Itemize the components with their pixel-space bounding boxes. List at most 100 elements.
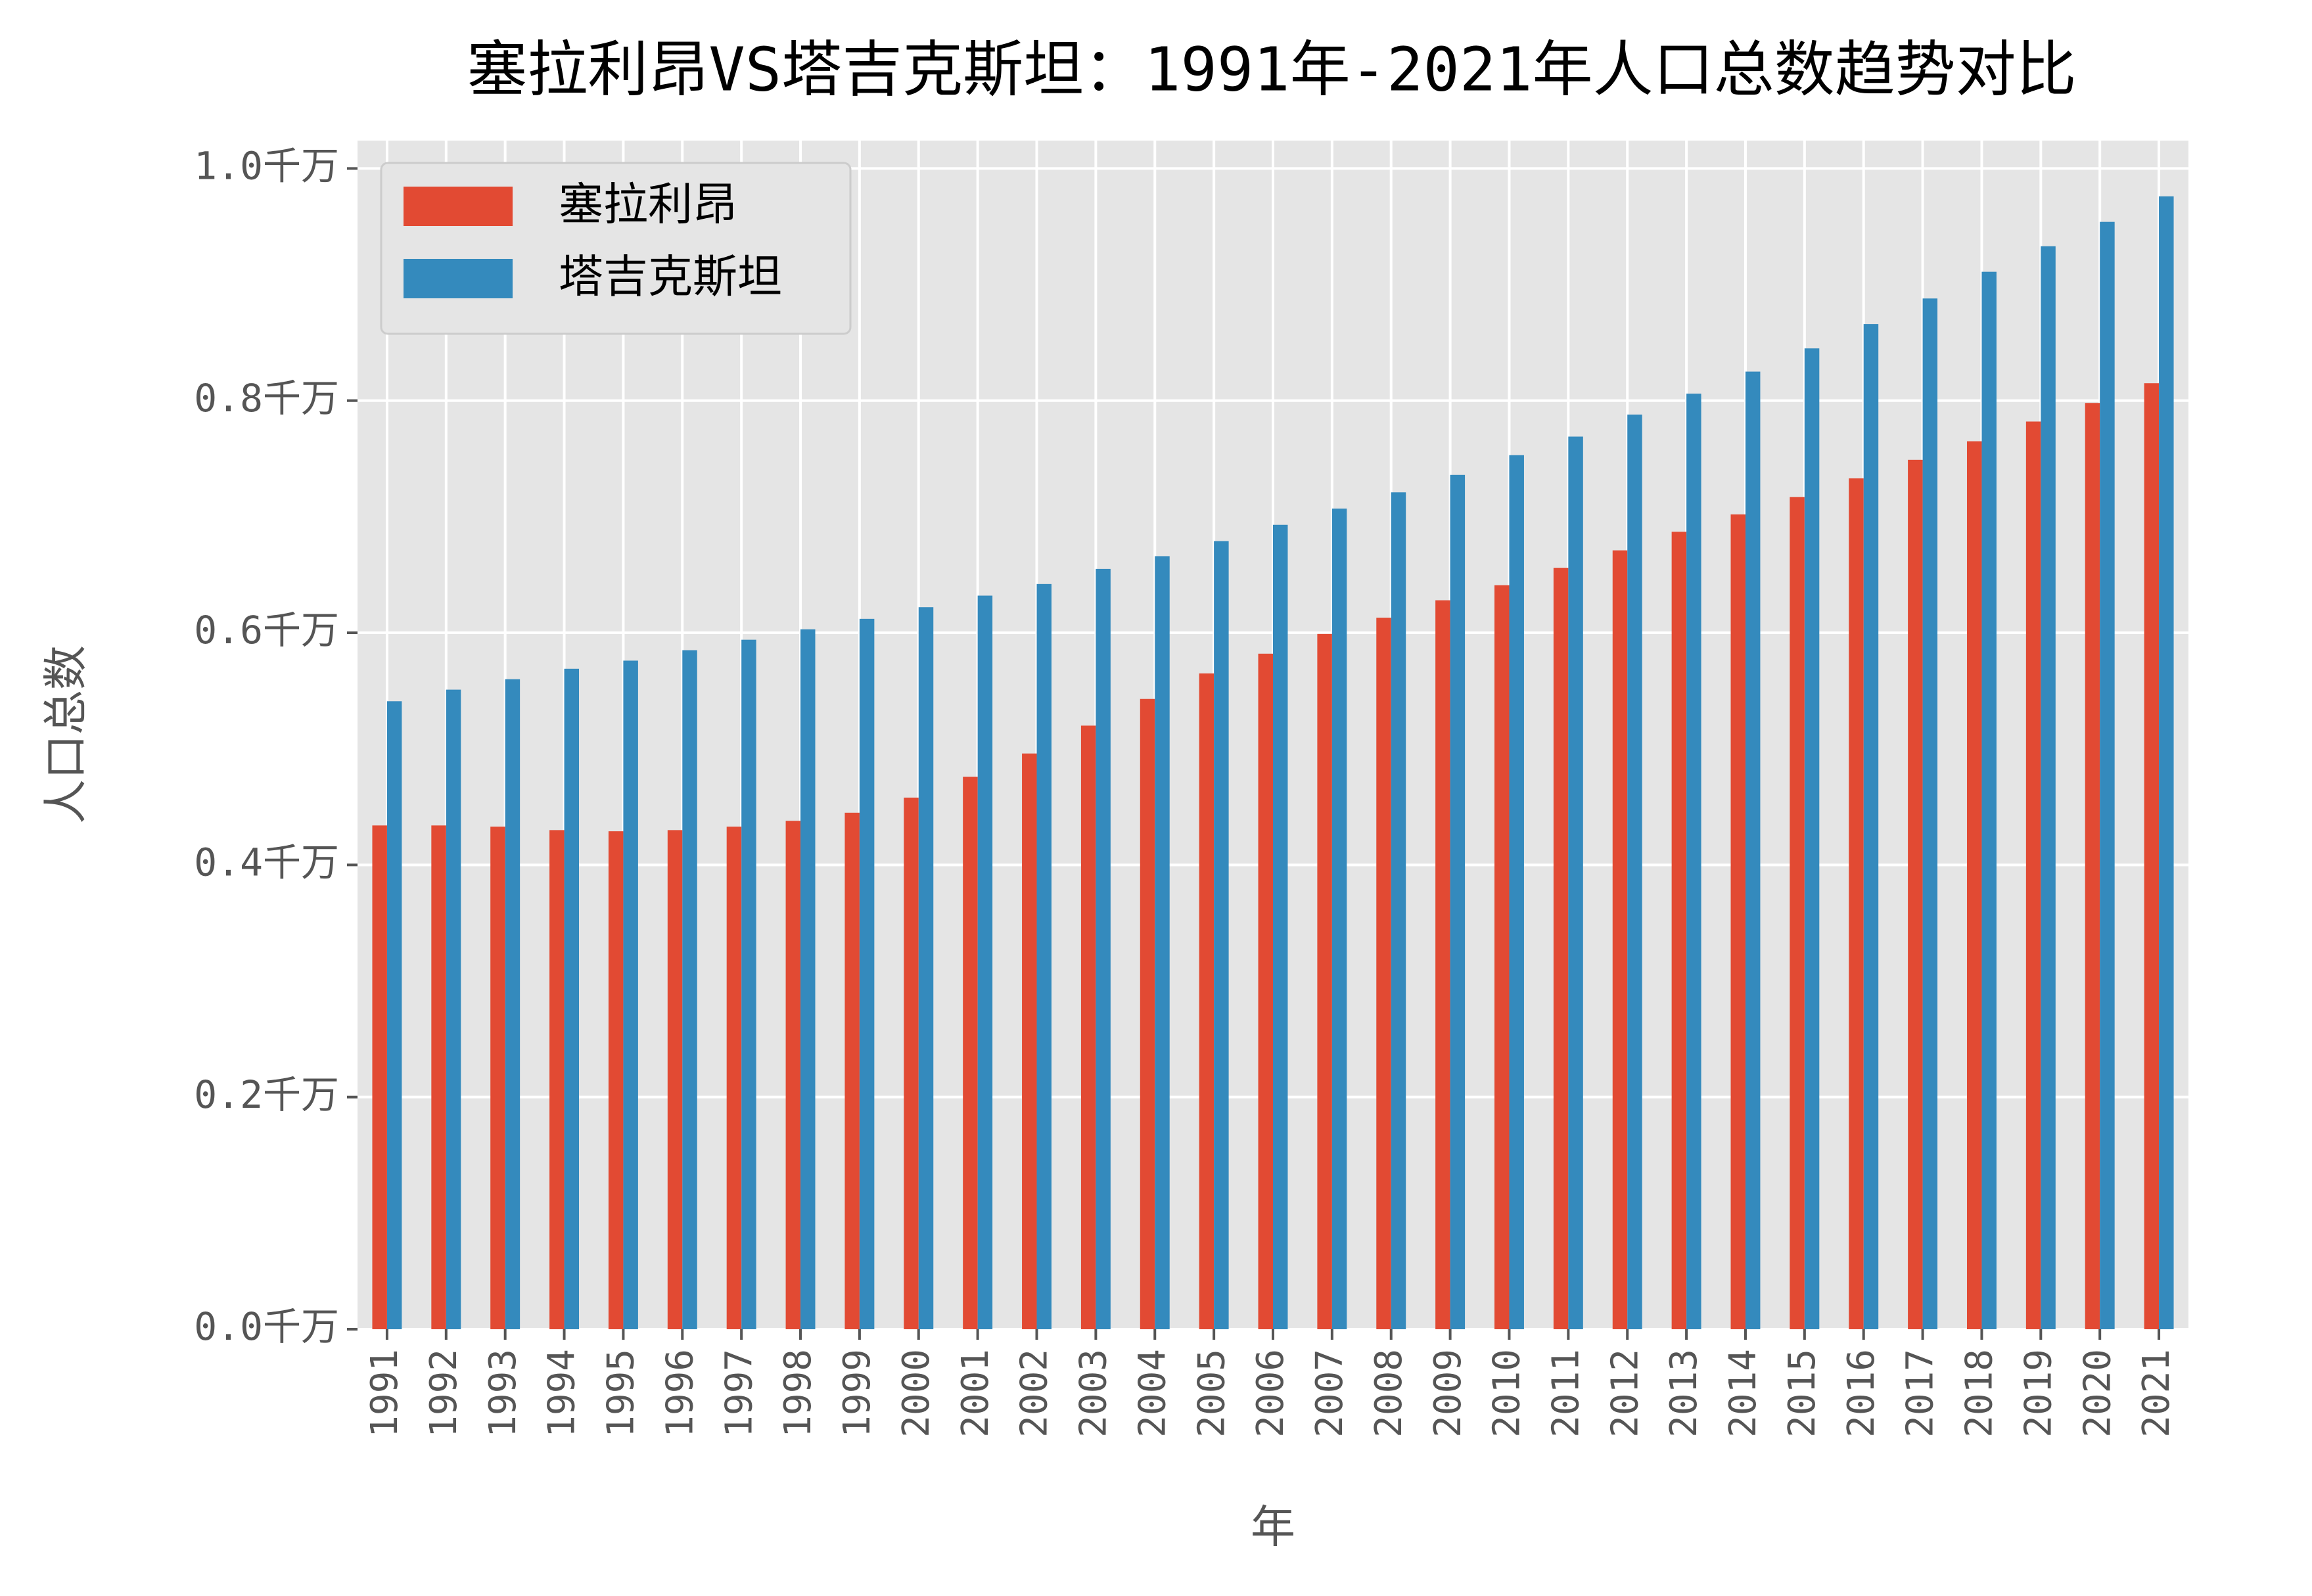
bar: [2041, 246, 2056, 1329]
x-tick-label: 2019: [2017, 1349, 2060, 1438]
bar: [1155, 556, 1170, 1329]
y-tick-label: 0.8千万: [194, 376, 339, 421]
bar: [1908, 459, 1923, 1329]
y-tick-label: 0.6千万: [194, 608, 339, 652]
x-tick-label: 1992: [423, 1349, 465, 1438]
bar: [490, 827, 505, 1329]
x-tick-label: 2020: [2076, 1349, 2119, 1438]
bar: [1568, 436, 1583, 1329]
bar: [372, 825, 387, 1329]
legend-label: 塞拉利昂: [559, 179, 737, 231]
bar: [1922, 298, 1938, 1329]
bar: [2025, 421, 2041, 1329]
bar: [386, 701, 402, 1329]
x-tick-label: 1997: [718, 1349, 760, 1438]
x-tick-label: 2009: [1427, 1349, 1469, 1438]
bar: [1080, 725, 1096, 1329]
x-tick-label: 2006: [1249, 1349, 1292, 1438]
x-tick-label: 2015: [1781, 1349, 1824, 1438]
x-tick-label: 2000: [895, 1349, 938, 1438]
legend-label: 塔吉克斯坦: [559, 252, 782, 304]
bar: [800, 629, 816, 1329]
bar: [1036, 583, 1052, 1329]
chart-title: 塞拉利昂VS塔吉克斯坦：1991年-2021年人口总数趋势对比: [467, 34, 2076, 104]
x-tick-label: 2013: [1663, 1349, 1705, 1438]
x-tick-label: 2012: [1604, 1349, 1646, 1438]
bar: [1730, 514, 1746, 1329]
bar: [1317, 633, 1332, 1329]
legend-swatch: [404, 187, 513, 226]
bar: [1863, 324, 1879, 1329]
x-tick-label: 2007: [1308, 1349, 1351, 1438]
bar: [1745, 371, 1761, 1329]
bar: [918, 607, 934, 1329]
bar: [1435, 600, 1450, 1329]
y-tick-label: 0.4千万: [194, 840, 339, 884]
bar: [904, 797, 919, 1329]
x-tick-label: 1996: [659, 1349, 701, 1438]
bar: [785, 821, 801, 1329]
x-tick-label: 1999: [836, 1349, 879, 1438]
bar: [1671, 532, 1687, 1329]
x-tick-label: 2004: [1131, 1349, 1174, 1438]
bar: [1494, 585, 1510, 1329]
x-tick-label: 2001: [954, 1349, 997, 1438]
y-tick-label: 0.2千万: [194, 1072, 339, 1117]
bar: [1273, 524, 1288, 1329]
x-tick-label: 2014: [1722, 1349, 1765, 1438]
x-tick-label: 1995: [600, 1349, 643, 1438]
bar: [1391, 492, 1406, 1329]
x-tick-label: 2003: [1073, 1349, 1115, 1438]
x-tick-label: 1994: [541, 1349, 584, 1438]
bar: [1450, 474, 1466, 1329]
bar: [1849, 478, 1864, 1329]
y-axis-label: 人口总数: [41, 645, 93, 824]
bar: [2085, 403, 2100, 1329]
x-axis-label: 年: [1251, 1502, 1295, 1554]
bar: [1966, 441, 1982, 1329]
x-tick-label: 2021: [2135, 1349, 2178, 1438]
bar: [682, 650, 697, 1329]
bar: [1331, 509, 1347, 1329]
bar: [505, 679, 520, 1329]
bar: [1022, 753, 1037, 1329]
bar: [2144, 383, 2160, 1329]
bar: [2159, 196, 2174, 1329]
bar: [564, 668, 580, 1329]
x-tick-label: 2002: [1013, 1349, 1056, 1438]
bar: [1214, 541, 1229, 1329]
y-tick-label: 0.0千万: [194, 1304, 339, 1349]
bar: [1140, 698, 1155, 1329]
x-tick-label: 2016: [1840, 1349, 1883, 1438]
bar: [1258, 653, 1273, 1329]
x-tick-label: 2008: [1368, 1349, 1410, 1438]
bar: [859, 618, 875, 1329]
bar: [1627, 414, 1642, 1329]
bar: [1981, 271, 1997, 1329]
x-tick-label: 1998: [777, 1349, 820, 1438]
x-tick-label: 2011: [1544, 1349, 1587, 1438]
x-tick-label: 2005: [1190, 1349, 1233, 1438]
x-tick-label: 2017: [1899, 1349, 1942, 1438]
legend-swatch: [404, 259, 513, 298]
bar: [549, 830, 565, 1329]
bar: [1804, 348, 1820, 1329]
bar: [1096, 568, 1111, 1329]
x-tick-label: 2018: [1958, 1349, 2001, 1438]
bar: [623, 660, 638, 1329]
bar: [431, 825, 446, 1329]
bar: [2100, 221, 2115, 1329]
bar: [1553, 568, 1569, 1329]
y-tick-label: 1.0千万: [194, 144, 339, 189]
x-tick-label: 1993: [482, 1349, 524, 1438]
bar: [963, 777, 978, 1329]
bar: [1686, 394, 1701, 1329]
bar: [844, 812, 860, 1329]
bar: [1509, 455, 1524, 1329]
bar: [1199, 673, 1214, 1329]
bar: [667, 830, 683, 1329]
bar: [1790, 497, 1805, 1329]
bar: [1612, 550, 1628, 1329]
bar: [608, 831, 624, 1329]
